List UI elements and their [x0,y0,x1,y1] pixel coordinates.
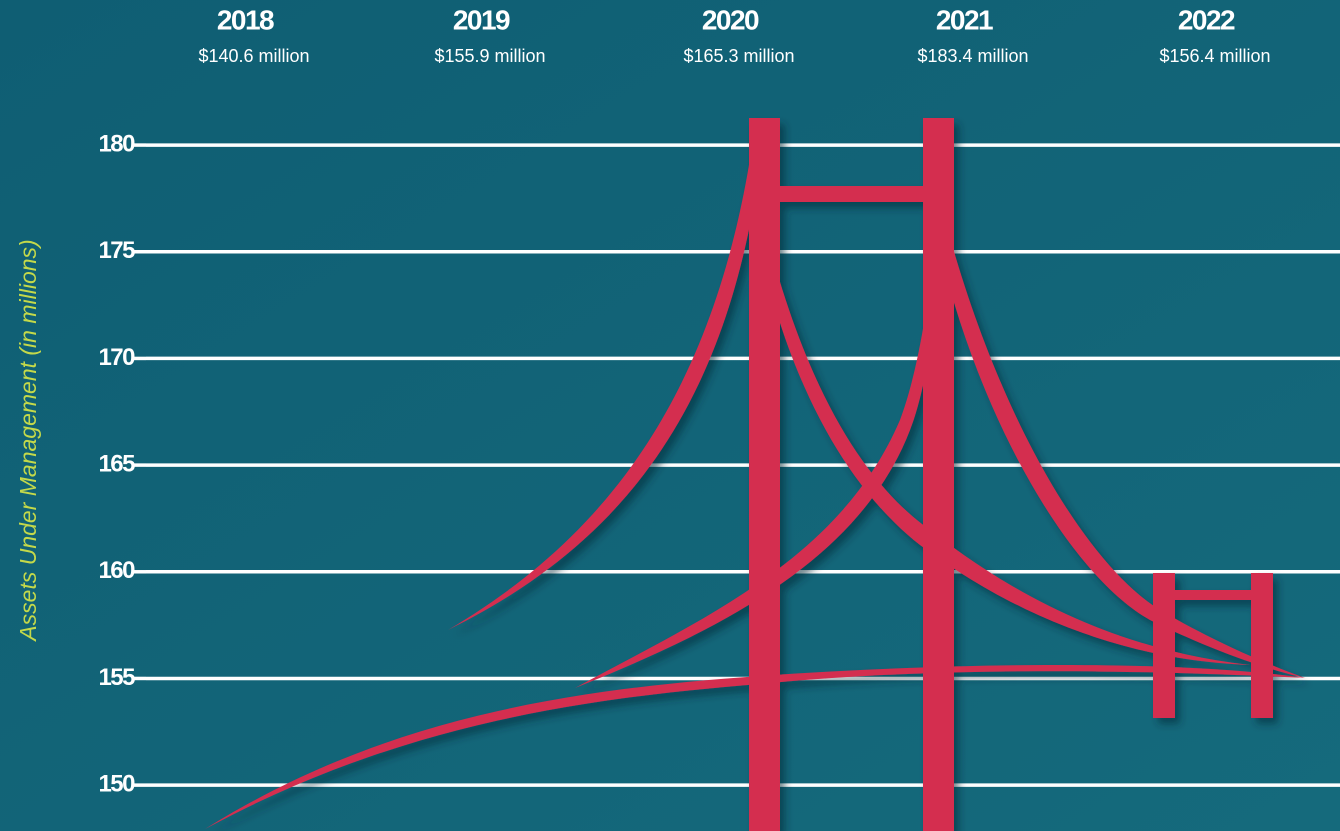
value-label: $165.3 million [683,46,794,66]
bridge-cable [940,200,1305,678]
value-label: $155.9 million [434,46,545,66]
bridge-cable [448,118,762,630]
year-label: 2018 [217,4,274,35]
y-tick-label: 180 [98,130,135,157]
bridge-tower [1153,573,1175,718]
value-label: $140.6 million [198,46,309,66]
header: 2018 $140.6 million 2019 $155.9 million 2020… [198,4,1270,65]
y-axis-title: Assets Under Management (in millions) [15,239,41,642]
bridge-illustration [205,118,1305,831]
y-tick-label: 150 [98,770,135,797]
year-label: 2020 [702,4,759,35]
value-label: $183.4 million [917,46,1028,66]
y-tick-label: 160 [98,557,135,584]
value-label: $156.4 million [1159,46,1270,66]
year-label: 2019 [453,4,510,35]
y-tick-label: 165 [98,450,135,477]
bridge-crossbar [778,186,925,202]
year-label: 2022 [1178,4,1235,35]
bridge-crossbar [1174,590,1252,600]
y-tick-label: 155 [98,664,135,691]
bridge-tower [923,118,954,831]
y-tick-label: 170 [98,344,135,371]
y-tick-label: 175 [98,237,135,264]
year-label: 2021 [936,4,993,35]
bridge-tower [1251,573,1273,718]
bridge-tower [749,118,780,831]
